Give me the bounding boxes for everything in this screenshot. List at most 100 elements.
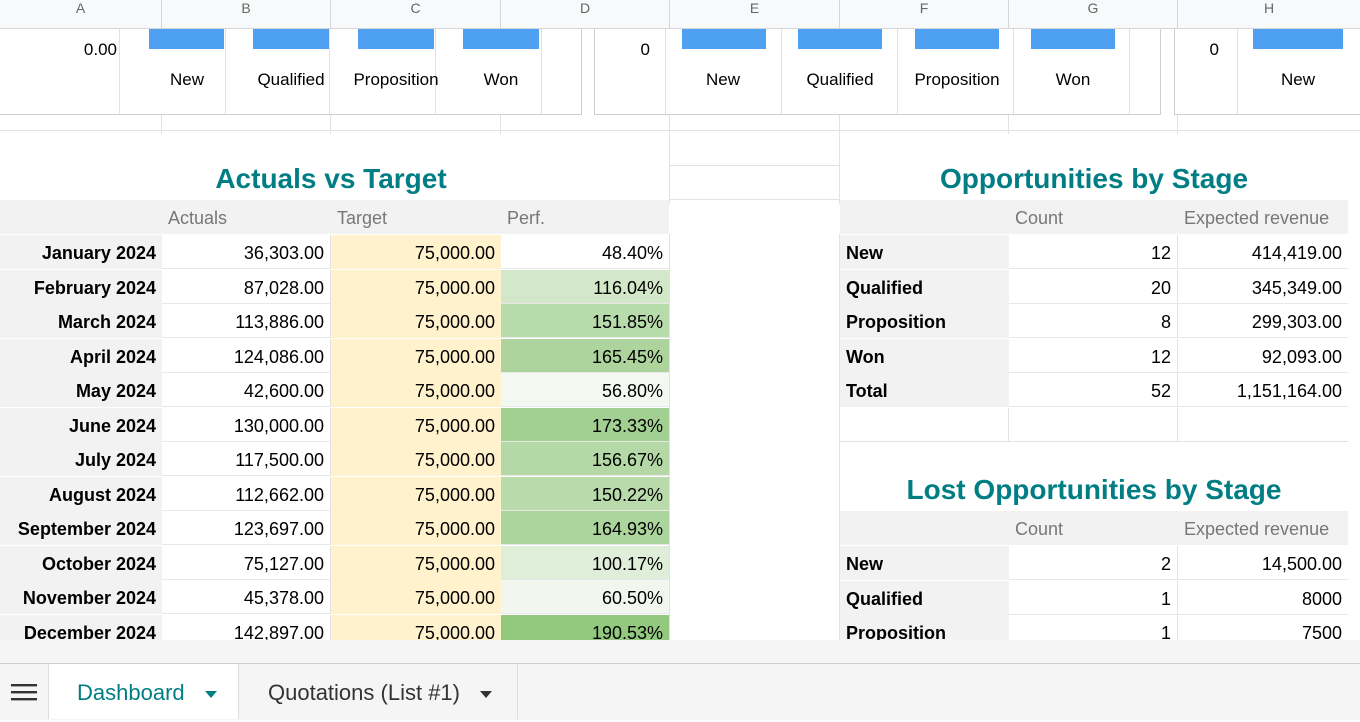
chart-opportunities-revenue[interactable]: 0 New <box>1174 29 1360 115</box>
row-month-label: December 2024 <box>0 614 162 640</box>
actuals-header-blank <box>0 200 162 234</box>
chevron-down-icon[interactable] <box>479 690 492 698</box>
cell-count[interactable]: 1 <box>1009 580 1178 615</box>
bar-new[interactable] <box>682 29 766 49</box>
bar-proposition[interactable] <box>358 29 434 49</box>
row-stage-label: New <box>840 235 1009 269</box>
cell-perf[interactable]: 165.45% <box>501 338 669 373</box>
cell-target[interactable]: 75,000.00 <box>331 580 501 614</box>
row-month-label: March 2024 <box>0 304 162 338</box>
row-month-label: October 2024 <box>0 545 162 580</box>
row-month-label: July 2024 <box>0 442 162 476</box>
cell-perf[interactable]: 116.04% <box>501 269 669 304</box>
cell-actuals[interactable]: 45,378.00 <box>162 580 331 614</box>
cell-target[interactable]: 75,000.00 <box>331 269 501 304</box>
row-stage-label: Won <box>840 338 1009 373</box>
sheet-tab-dashboard[interactable]: Dashboard <box>48 664 239 719</box>
cell-actuals[interactable]: 130,000.00 <box>162 407 331 442</box>
bar-qualified[interactable] <box>253 29 329 49</box>
cell-count[interactable]: 20 <box>1009 269 1178 304</box>
cell-actuals[interactable]: 117,500.00 <box>162 442 331 476</box>
sheet-tab-quotations[interactable]: Quotations (List #1) <box>239 664 518 719</box>
cell-actuals[interactable]: 75,127.00 <box>162 545 331 580</box>
cell-perf[interactable]: 156.67% <box>501 442 669 476</box>
empty-cell[interactable] <box>1009 408 1178 442</box>
cell-expected-revenue[interactable]: 1,151,164.00 <box>1178 373 1348 407</box>
cell-perf[interactable]: 56.80% <box>501 373 669 407</box>
cell-expected-revenue[interactable]: 345,349.00 <box>1178 270 1348 304</box>
lost-header-count: Count <box>1009 511 1178 545</box>
column-header-f[interactable]: F <box>840 0 1009 28</box>
column-header-b[interactable]: B <box>162 0 331 28</box>
bar-won[interactable] <box>1031 29 1115 49</box>
cell-target[interactable]: 75,000.00 <box>331 373 501 407</box>
bar-new[interactable] <box>149 29 224 49</box>
cell-target[interactable]: 75,000.00 <box>331 407 501 442</box>
cell-count[interactable]: 8 <box>1009 304 1178 338</box>
column-header-c[interactable]: C <box>331 0 501 28</box>
chart-opportunities-count[interactable]: 0 New Qualified Proposition Won <box>594 29 1161 115</box>
column-header-e[interactable]: E <box>670 0 840 28</box>
cell-actuals[interactable]: 87,028.00 <box>162 269 331 304</box>
lost-opportunities-by-stage-title: Lost Opportunities by Stage <box>906 474 1282 505</box>
column-header-d[interactable]: D <box>501 0 670 28</box>
bar-won[interactable] <box>463 29 539 49</box>
cell-actuals[interactable]: 123,697.00 <box>162 511 331 545</box>
cell-perf[interactable]: 164.93% <box>501 511 669 545</box>
cell-expected-revenue[interactable]: 14,500.00 <box>1178 546 1348 580</box>
cell-target[interactable]: 75,000.00 <box>331 338 501 373</box>
bar-new[interactable] <box>1253 29 1343 49</box>
cell-target[interactable]: 75,000.00 <box>331 614 501 640</box>
cell-perf[interactable]: 100.17% <box>501 545 669 580</box>
row-month-label: September 2024 <box>0 511 162 545</box>
chart-opportunities-actuals[interactable]: 0.00 New Qualified Proposition Won <box>0 29 582 115</box>
cell-target[interactable]: 75,000.00 <box>331 476 501 511</box>
cell-actuals[interactable]: 113,886.00 <box>162 304 331 338</box>
lost-header-blank <box>840 511 1009 545</box>
cell-expected-revenue[interactable]: 7500 <box>1178 615 1348 640</box>
cell-actuals[interactable]: 142,897.00 <box>162 614 331 640</box>
cell-target[interactable]: 75,000.00 <box>331 545 501 580</box>
cell-perf[interactable]: 173.33% <box>501 407 669 442</box>
column-header-g[interactable]: G <box>1009 0 1178 28</box>
empty-cell[interactable] <box>840 408 1009 442</box>
cell-perf[interactable]: 60.50% <box>501 580 669 614</box>
header-actuals: Actuals <box>162 200 331 234</box>
row-month-label: June 2024 <box>0 407 162 442</box>
cell-count[interactable]: 52 <box>1009 373 1178 407</box>
row-stage-label: Total <box>840 373 1009 407</box>
cell-count[interactable]: 12 <box>1009 338 1178 373</box>
cell-expected-revenue[interactable]: 299,303.00 <box>1178 304 1348 338</box>
cell-target[interactable]: 75,000.00 <box>331 442 501 476</box>
sheet-grid[interactable]: 0.00 New Qualified Proposition Won 0 New… <box>0 29 1360 640</box>
cell-target[interactable]: 75,000.00 <box>331 304 501 338</box>
cell-expected-revenue[interactable]: 92,093.00 <box>1178 339 1348 373</box>
row-month-label: April 2024 <box>0 338 162 373</box>
cell-expected-revenue[interactable]: 8000 <box>1178 581 1348 615</box>
cell-perf[interactable]: 190.53% <box>501 614 669 640</box>
cell-target[interactable]: 75,000.00 <box>331 511 501 545</box>
sheet-list-menu-icon[interactable] <box>0 664 48 719</box>
cell-count[interactable]: 2 <box>1009 546 1178 580</box>
chevron-down-icon[interactable] <box>204 690 217 698</box>
column-header-a[interactable]: A <box>0 0 162 28</box>
cell-actuals[interactable]: 112,662.00 <box>162 476 331 511</box>
cell-perf[interactable]: 151.85% <box>501 304 669 338</box>
bar-proposition[interactable] <box>915 29 999 49</box>
cell-count[interactable]: 12 <box>1009 235 1178 269</box>
cell-target[interactable]: 75,000.00 <box>331 235 501 269</box>
cell-perf[interactable]: 150.22% <box>501 476 669 511</box>
cell-perf[interactable]: 48.40% <box>501 235 669 269</box>
empty-cell[interactable] <box>1178 408 1348 442</box>
category-label-new: New <box>169 70 204 89</box>
cell-actuals[interactable]: 42,600.00 <box>162 373 331 407</box>
cell-count[interactable]: 1 <box>1009 615 1178 640</box>
cell-expected-revenue[interactable]: 414,419.00 <box>1178 235 1348 269</box>
cell-actuals[interactable]: 124,086.00 <box>162 338 331 373</box>
opportunities-by-stage-title: Opportunities by Stage <box>939 163 1249 194</box>
bar-qualified[interactable] <box>798 29 882 49</box>
category-label-won: Won <box>483 70 519 89</box>
cell-actuals[interactable]: 36,303.00 <box>162 235 331 269</box>
column-header-h[interactable]: H <box>1263 0 1275 16</box>
header-perf: Perf. <box>501 200 669 234</box>
